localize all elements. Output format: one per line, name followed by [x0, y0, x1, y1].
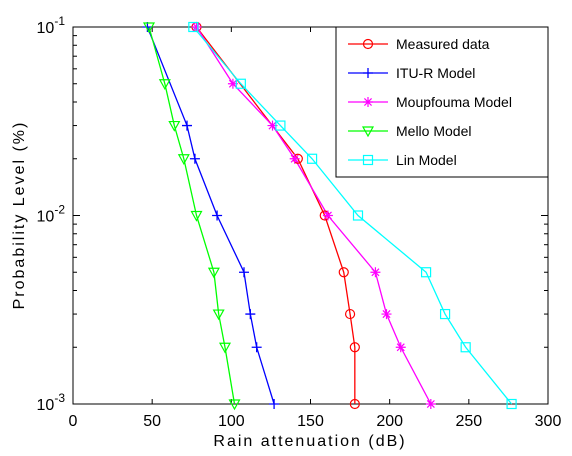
data-point-moupfouma-model — [395, 342, 406, 353]
y-tick-base: 10 — [37, 20, 55, 37]
legend-marker-moupfouma-model — [363, 97, 373, 107]
data-point-lin-model — [506, 398, 517, 410]
data-point-moupfouma-model — [267, 120, 278, 131]
x-tick-label: 150 — [297, 413, 324, 430]
x-tick-label: 0 — [69, 413, 78, 430]
data-point-lin-model — [460, 342, 471, 353]
legend-label-itu-r-model: ITU-R Model — [396, 65, 475, 81]
x-axis-label: Rain attenuation (dB) — [213, 433, 406, 450]
data-point-lin-model — [235, 78, 246, 89]
data-point-mello-model — [142, 22, 156, 34]
series-line-mello-model — [148, 26, 236, 405]
y-tick-label: 10-3 — [37, 391, 66, 414]
data-point-moupfouma-model — [322, 210, 333, 221]
data-point-mello-model — [212, 309, 225, 321]
y-tick-label: 10-2 — [37, 203, 66, 226]
data-point-measured-data — [349, 342, 360, 353]
series-markers — [142, 21, 517, 411]
data-point-mello-model — [168, 120, 181, 132]
data-point-moupfouma-model — [227, 78, 238, 89]
y-tick-exponent: -2 — [54, 203, 65, 217]
series-line-itu-r-model — [146, 26, 275, 405]
data-point-moupfouma-model — [370, 267, 381, 278]
data-point-moupfouma-model — [381, 309, 392, 320]
legend: Measured data ITU-R Model Moupfouma Model M… — [335, 26, 549, 178]
legend-marker-itu-r-model — [363, 68, 373, 78]
legend-marker-measured-data — [362, 38, 374, 50]
y-tick-exponent: -1 — [54, 14, 65, 28]
data-point-measured-data — [338, 267, 349, 278]
x-tick-label: 200 — [376, 413, 403, 430]
data-point-itu-r-model — [251, 342, 262, 353]
data-point-moupfouma-model — [289, 153, 300, 164]
series-line-lin-model — [192, 26, 513, 405]
y-tick-label: 10-1 — [37, 14, 66, 37]
data-point-itu-r-model — [239, 267, 249, 278]
legend-label-lin-model: Lin Model — [396, 152, 457, 168]
data-point-lin-model — [306, 153, 318, 164]
y-tick-exponent: -3 — [54, 391, 65, 405]
legend-label-mello-model: Mello Model — [396, 123, 471, 139]
data-point-mello-model — [218, 342, 232, 354]
data-point-measured-data — [344, 308, 356, 320]
data-point-itu-r-model — [245, 309, 256, 320]
data-point-lin-model — [188, 21, 199, 33]
data-point-mello-model — [177, 154, 190, 165]
data-point-lin-model — [275, 120, 286, 131]
legend-marker-mello-model — [361, 126, 375, 138]
x-tick-label: 300 — [535, 413, 562, 430]
y-tick-base: 10 — [37, 209, 55, 226]
legend-marker-lin-model — [362, 154, 374, 166]
data-point-mello-model — [207, 267, 220, 279]
data-point-lin-model — [439, 308, 451, 320]
data-point-mello-model — [158, 79, 171, 90]
data-point-itu-r-model — [189, 153, 200, 164]
data-point-lin-model — [420, 267, 432, 278]
y-axis-label: Probability Level (%) — [11, 121, 28, 310]
legend-label-moupfouma-model: Moupfouma Model — [396, 94, 512, 110]
data-point-moupfouma-model — [191, 22, 202, 32]
data-point-itu-r-model — [212, 210, 223, 221]
legend-label-measured-data: Measured data — [396, 36, 490, 52]
data-point-itu-r-model — [182, 120, 192, 131]
data-point-lin-model — [352, 210, 364, 221]
data-point-itu-r-model — [269, 399, 280, 409]
x-tick-label: 100 — [218, 413, 245, 430]
data-point-mello-model — [228, 399, 241, 411]
data-point-measured-data — [349, 398, 360, 410]
data-point-mello-model — [190, 210, 203, 222]
y-tick-base: 10 — [37, 397, 55, 414]
x-tick-label: 250 — [455, 413, 482, 430]
data-point-moupfouma-model — [425, 399, 436, 409]
x-tick-label: 50 — [143, 413, 161, 430]
